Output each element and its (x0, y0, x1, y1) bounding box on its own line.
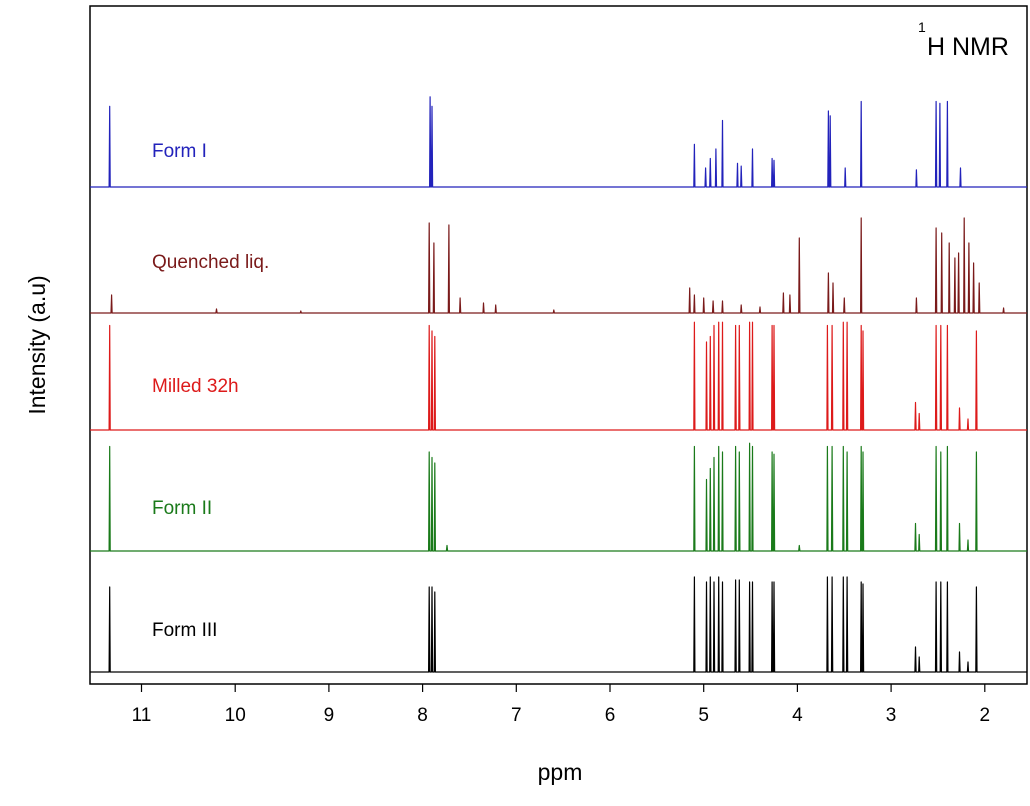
plot-frame (89, 5, 1028, 685)
series-labels: Form I Quenched liq. Milled 32h Form II Form… (152, 141, 269, 641)
x-tick-label: 4 (792, 705, 803, 726)
x-axis-title: ppm (538, 759, 583, 785)
series-label: Form I (152, 141, 207, 162)
series-label: Form III (152, 620, 217, 641)
x-tick-label: 2 (980, 705, 991, 726)
chart-title-superscript: 1 (918, 19, 926, 35)
series-label: Form II (152, 498, 212, 519)
x-tick-label: 7 (511, 705, 522, 726)
x-axis-ticks (140, 684, 986, 692)
x-tick-label: 11 (132, 705, 152, 726)
spectrum-trace (90, 576, 1027, 673)
x-tick-label: 8 (417, 705, 428, 726)
x-axis-tick-labels: 11 10 9 8 7 6 5 4 3 2 (132, 705, 990, 726)
x-tick-label: 9 (324, 705, 335, 726)
spectrum-trace (90, 442, 1027, 552)
x-tick-label: 6 (605, 705, 616, 726)
x-tick-label: 10 (225, 705, 246, 726)
x-tick-label: 5 (698, 705, 709, 726)
series-label: Milled 32h (152, 376, 239, 397)
chart-title: H NMR (927, 33, 1009, 61)
series-label: Quenched liq. (152, 252, 269, 273)
spectrum-trace (90, 217, 1027, 314)
spectra-traces (90, 96, 1027, 673)
spectrum-trace (90, 96, 1027, 188)
y-axis-title: Intensity (a.u) (24, 275, 50, 414)
spectrum-trace (90, 321, 1027, 431)
x-tick-label: 3 (886, 705, 897, 726)
